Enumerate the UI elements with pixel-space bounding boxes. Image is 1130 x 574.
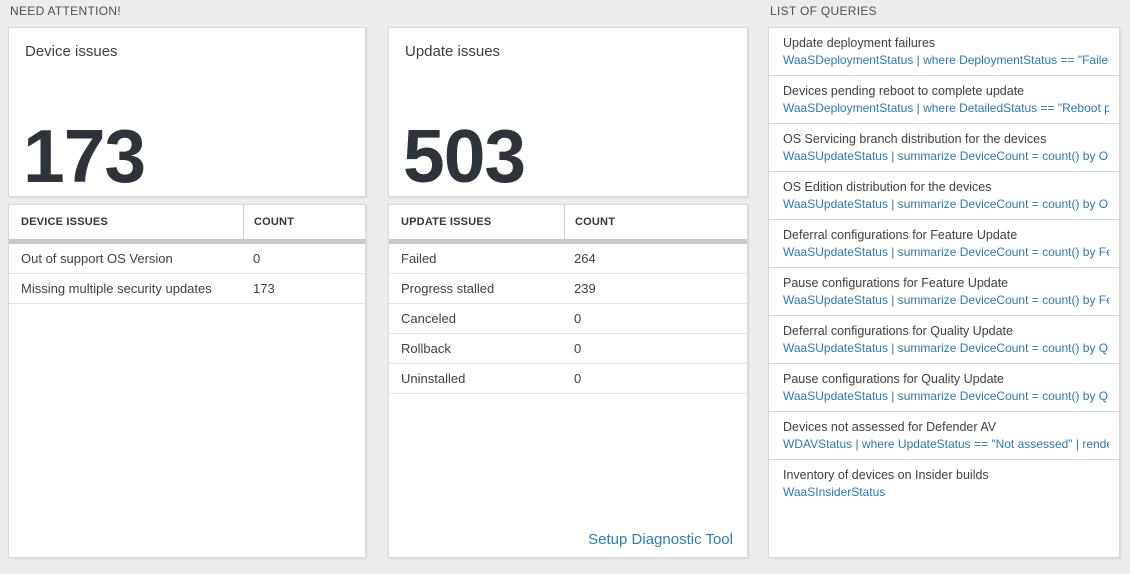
query-text: WaaSDeploymentStatus | where DeploymentS…: [783, 53, 1109, 67]
row-count: 0: [574, 311, 582, 326]
row-label: Missing multiple security updates: [21, 281, 212, 296]
need-attention-section-header: NEED ATTENTION!: [10, 4, 121, 18]
table-header-divider-bar: [9, 239, 365, 244]
list-of-queries-panel: Update deployment failures WaaSDeploymen…: [768, 27, 1120, 558]
query-list-item[interactable]: Devices not assessed for Defender AV WDA…: [769, 412, 1119, 460]
query-title: Update deployment failures: [783, 36, 936, 50]
query-list-item[interactable]: Pause configurations for Feature Update …: [769, 268, 1119, 316]
query-list-item[interactable]: Deferral configurations for Quality Upda…: [769, 316, 1119, 364]
table-row[interactable]: Uninstalled 0: [389, 364, 747, 394]
query-list-item[interactable]: OS Servicing branch distribution for the…: [769, 124, 1119, 172]
query-title: Devices pending reboot to complete updat…: [783, 84, 1025, 98]
table-row[interactable]: Failed 264: [389, 244, 747, 274]
row-count: 0: [574, 371, 582, 386]
table-row[interactable]: Missing multiple security updates 173: [9, 274, 365, 304]
device-table-header-row: DEVICE ISSUES COUNT: [9, 205, 365, 239]
row-count: 264: [574, 251, 596, 266]
row-label: Canceled: [401, 311, 456, 326]
table-row[interactable]: Out of support OS Version 0: [9, 244, 365, 274]
table-header-divider-bar: [389, 239, 747, 244]
device-issues-summary-tile[interactable]: Device issues 173: [8, 27, 366, 197]
device-issues-count: 173: [23, 114, 146, 198]
query-list-item[interactable]: OS Edition distribution for the devices …: [769, 172, 1119, 220]
query-title: Inventory of devices on Insider builds: [783, 468, 989, 482]
row-count: 0: [574, 341, 582, 356]
update-count-column-header: COUNT: [564, 205, 747, 239]
query-text: WDAVStatus | where UpdateStatus == "Not …: [783, 437, 1109, 451]
query-text: WaaSUpdateStatus | summarize DeviceCount…: [783, 197, 1109, 211]
row-label: Uninstalled: [401, 371, 466, 386]
update-issues-table-tile: UPDATE ISSUES COUNT Failed 264 Progress …: [388, 204, 748, 558]
query-title: Devices not assessed for Defender AV: [783, 420, 997, 434]
query-title: Pause configurations for Feature Update: [783, 276, 1009, 290]
query-title: OS Servicing branch distribution for the…: [783, 132, 1047, 146]
query-title: Deferral configurations for Feature Upda…: [783, 228, 1018, 242]
row-count: 0: [253, 251, 261, 266]
query-title: Pause configurations for Quality Update: [783, 372, 1004, 386]
update-table-header-row: UPDATE ISSUES COUNT: [389, 205, 747, 239]
query-text: WaaSUpdateStatus | summarize DeviceCount…: [783, 389, 1109, 403]
query-list-item[interactable]: Deferral configurations for Feature Upda…: [769, 220, 1119, 268]
table-row[interactable]: Canceled 0: [389, 304, 747, 334]
table-row[interactable]: Progress stalled 239: [389, 274, 747, 304]
row-count: 239: [574, 281, 596, 296]
list-of-queries-section-header: LIST OF QUERIES: [770, 4, 877, 18]
query-list-item[interactable]: Update deployment failures WaaSDeploymen…: [769, 28, 1119, 76]
query-list-item[interactable]: Devices pending reboot to complete updat…: [769, 76, 1119, 124]
update-issues-summary-tile[interactable]: Update issues 503: [388, 27, 748, 197]
row-label: Rollback: [401, 341, 451, 356]
device-issues-title: Device issues: [25, 43, 118, 60]
device-count-column-header: COUNT: [243, 205, 365, 239]
table-row[interactable]: Rollback 0: [389, 334, 747, 364]
row-label: Progress stalled: [401, 281, 495, 296]
setup-diagnostic-tool-link[interactable]: Setup Diagnostic Tool: [588, 531, 733, 548]
update-issues-title: Update issues: [405, 43, 501, 60]
query-text: WaaSDeploymentStatus | where DetailedSta…: [783, 101, 1109, 115]
query-text: WaaSUpdateStatus | summarize DeviceCount…: [783, 149, 1109, 163]
query-list-item[interactable]: Inventory of devices on Insider builds W…: [769, 460, 1119, 508]
query-text: WaaSUpdateStatus | summarize DeviceCount…: [783, 245, 1109, 259]
row-label: Out of support OS Version: [21, 251, 173, 266]
query-text: WaaSUpdateStatus | summarize DeviceCount…: [783, 341, 1109, 355]
query-text: WaaSUpdateStatus | summarize DeviceCount…: [783, 293, 1109, 307]
query-title: OS Edition distribution for the devices: [783, 180, 992, 194]
query-text: WaaSInsiderStatus: [783, 485, 886, 499]
row-label: Failed: [401, 251, 437, 266]
device-issues-table-tile: DEVICE ISSUES COUNT Out of support OS Ve…: [8, 204, 366, 558]
update-issues-count: 503: [403, 114, 526, 198]
query-list-item[interactable]: Pause configurations for Quality Update …: [769, 364, 1119, 412]
row-count: 173: [253, 281, 275, 296]
device-issues-column-header: DEVICE ISSUES: [21, 216, 108, 228]
update-issues-column-header: UPDATE ISSUES: [401, 216, 492, 228]
query-title: Deferral configurations for Quality Upda…: [783, 324, 1013, 338]
